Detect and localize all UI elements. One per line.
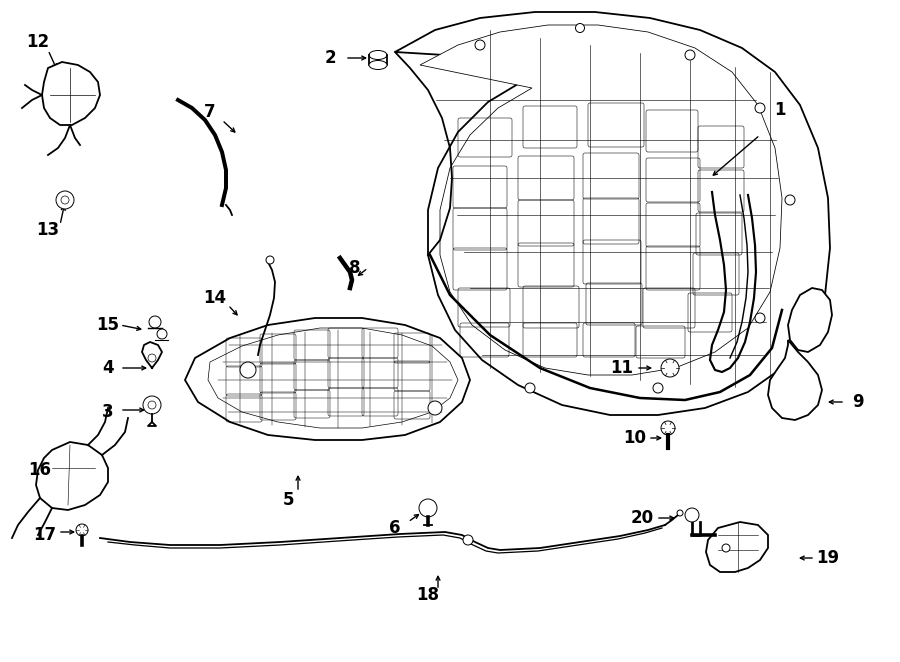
Circle shape — [722, 544, 730, 552]
Text: 3: 3 — [103, 403, 113, 421]
Text: 11: 11 — [610, 359, 634, 377]
Text: 19: 19 — [816, 549, 840, 567]
Circle shape — [677, 510, 683, 516]
Text: 14: 14 — [203, 289, 227, 307]
Polygon shape — [208, 328, 458, 428]
Text: 4: 4 — [103, 359, 113, 377]
Circle shape — [525, 383, 535, 393]
Circle shape — [475, 40, 485, 50]
Polygon shape — [768, 340, 822, 420]
Ellipse shape — [369, 50, 387, 60]
Polygon shape — [788, 288, 832, 352]
Circle shape — [661, 359, 679, 377]
Circle shape — [266, 256, 274, 264]
Circle shape — [419, 499, 437, 517]
Text: 16: 16 — [29, 461, 51, 479]
Circle shape — [755, 313, 765, 323]
Circle shape — [785, 195, 795, 205]
Circle shape — [143, 396, 161, 414]
Circle shape — [575, 23, 584, 32]
Circle shape — [428, 401, 442, 415]
Text: 7: 7 — [204, 103, 216, 121]
Text: 17: 17 — [33, 526, 57, 544]
Circle shape — [463, 535, 473, 545]
Circle shape — [148, 401, 156, 409]
Text: 15: 15 — [96, 316, 120, 334]
Text: 9: 9 — [852, 393, 864, 411]
Circle shape — [755, 103, 765, 113]
Circle shape — [685, 50, 695, 60]
Polygon shape — [706, 522, 768, 572]
Polygon shape — [395, 12, 830, 415]
Text: 18: 18 — [417, 586, 439, 604]
Circle shape — [56, 191, 74, 209]
Text: 10: 10 — [624, 429, 646, 447]
Text: 13: 13 — [36, 221, 59, 239]
Circle shape — [61, 196, 69, 204]
Circle shape — [148, 354, 156, 362]
Text: 8: 8 — [349, 259, 361, 277]
Polygon shape — [36, 442, 108, 510]
Polygon shape — [42, 62, 100, 125]
Polygon shape — [420, 25, 782, 375]
Circle shape — [157, 329, 167, 339]
Circle shape — [661, 421, 675, 435]
Ellipse shape — [369, 60, 387, 70]
Circle shape — [76, 524, 88, 536]
Text: 20: 20 — [630, 509, 653, 527]
Text: 1: 1 — [774, 101, 786, 119]
Text: 12: 12 — [26, 33, 50, 51]
Circle shape — [653, 383, 663, 393]
Circle shape — [149, 316, 161, 328]
Polygon shape — [185, 318, 470, 440]
Text: 6: 6 — [390, 519, 400, 537]
Circle shape — [685, 508, 699, 522]
Text: 2: 2 — [324, 49, 336, 67]
Text: 5: 5 — [283, 491, 293, 509]
Circle shape — [240, 362, 256, 378]
